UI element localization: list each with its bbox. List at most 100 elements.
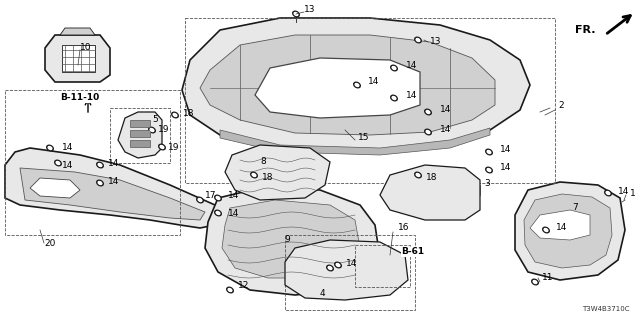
- Ellipse shape: [252, 173, 256, 176]
- Text: 14: 14: [500, 146, 511, 155]
- Ellipse shape: [543, 227, 549, 233]
- Ellipse shape: [327, 265, 333, 271]
- Bar: [185, 18, 555, 183]
- Text: 13: 13: [304, 5, 316, 14]
- Text: 3: 3: [484, 179, 490, 188]
- Ellipse shape: [354, 82, 360, 88]
- Ellipse shape: [328, 267, 332, 269]
- Polygon shape: [205, 188, 380, 295]
- Ellipse shape: [47, 145, 53, 151]
- Ellipse shape: [227, 287, 233, 293]
- Text: 10: 10: [80, 44, 92, 52]
- Text: 19: 19: [158, 125, 170, 134]
- Text: 14: 14: [406, 60, 417, 69]
- Text: 14: 14: [228, 191, 239, 201]
- Ellipse shape: [198, 198, 202, 202]
- Text: B-11-10: B-11-10: [60, 93, 100, 102]
- Text: 16: 16: [398, 223, 410, 233]
- Polygon shape: [130, 140, 150, 147]
- Ellipse shape: [159, 144, 165, 150]
- Ellipse shape: [486, 149, 492, 155]
- Ellipse shape: [533, 281, 537, 284]
- Text: 12: 12: [238, 282, 250, 291]
- Ellipse shape: [97, 180, 103, 186]
- Text: 14: 14: [108, 178, 120, 187]
- Polygon shape: [380, 165, 480, 220]
- Ellipse shape: [416, 38, 420, 42]
- Ellipse shape: [487, 169, 491, 172]
- Polygon shape: [220, 128, 490, 155]
- Polygon shape: [60, 28, 95, 35]
- Ellipse shape: [48, 147, 52, 149]
- Ellipse shape: [606, 192, 610, 195]
- Ellipse shape: [55, 160, 61, 166]
- Ellipse shape: [391, 65, 397, 71]
- Polygon shape: [130, 130, 150, 137]
- Ellipse shape: [172, 112, 179, 118]
- Ellipse shape: [415, 37, 421, 43]
- Text: 13: 13: [430, 37, 442, 46]
- Ellipse shape: [228, 289, 232, 292]
- Polygon shape: [222, 200, 360, 278]
- Text: T3W4B3710C: T3W4B3710C: [582, 306, 630, 312]
- Text: B-61: B-61: [401, 247, 424, 257]
- Text: 14: 14: [346, 259, 357, 268]
- Polygon shape: [285, 240, 408, 300]
- Ellipse shape: [392, 97, 396, 100]
- Ellipse shape: [196, 197, 204, 203]
- Ellipse shape: [336, 264, 340, 267]
- Text: 14: 14: [500, 164, 511, 172]
- Ellipse shape: [251, 172, 257, 178]
- Ellipse shape: [392, 67, 396, 69]
- Text: 4: 4: [320, 289, 326, 298]
- Ellipse shape: [544, 228, 548, 231]
- Text: 14: 14: [618, 187, 629, 196]
- Polygon shape: [5, 148, 220, 228]
- Ellipse shape: [532, 279, 538, 285]
- Text: 14: 14: [228, 209, 239, 218]
- Text: 18: 18: [426, 172, 438, 181]
- Ellipse shape: [160, 146, 164, 148]
- Ellipse shape: [294, 12, 298, 15]
- Ellipse shape: [97, 162, 103, 168]
- Polygon shape: [45, 35, 110, 82]
- Ellipse shape: [292, 11, 300, 17]
- Text: 14: 14: [108, 158, 120, 167]
- Ellipse shape: [215, 210, 221, 216]
- Ellipse shape: [426, 110, 430, 114]
- Ellipse shape: [425, 109, 431, 115]
- Text: 11: 11: [542, 274, 554, 283]
- Text: 14: 14: [556, 223, 568, 233]
- Polygon shape: [62, 45, 95, 72]
- Text: 14: 14: [440, 125, 451, 134]
- Text: 17: 17: [205, 190, 216, 199]
- Text: 15: 15: [358, 133, 369, 142]
- Polygon shape: [524, 194, 612, 268]
- Ellipse shape: [487, 150, 491, 154]
- Ellipse shape: [426, 131, 430, 133]
- Text: 1: 1: [630, 188, 636, 197]
- Text: 9: 9: [284, 236, 290, 244]
- Ellipse shape: [148, 127, 156, 133]
- Ellipse shape: [416, 173, 420, 176]
- Text: 2: 2: [558, 101, 564, 110]
- Text: 5: 5: [152, 116, 157, 124]
- Ellipse shape: [605, 190, 611, 196]
- Polygon shape: [530, 210, 590, 240]
- Ellipse shape: [98, 164, 102, 166]
- Ellipse shape: [335, 262, 341, 268]
- Polygon shape: [200, 35, 495, 135]
- Bar: [110, 108, 170, 163]
- Ellipse shape: [216, 196, 220, 199]
- Ellipse shape: [486, 167, 492, 173]
- Text: 14: 14: [62, 143, 74, 153]
- Text: 20: 20: [44, 238, 56, 247]
- Bar: [355, 245, 410, 287]
- Ellipse shape: [415, 172, 421, 178]
- Polygon shape: [118, 112, 162, 158]
- Ellipse shape: [56, 162, 60, 164]
- Ellipse shape: [425, 129, 431, 135]
- Text: 14: 14: [368, 77, 380, 86]
- Ellipse shape: [216, 212, 220, 214]
- Polygon shape: [30, 178, 80, 198]
